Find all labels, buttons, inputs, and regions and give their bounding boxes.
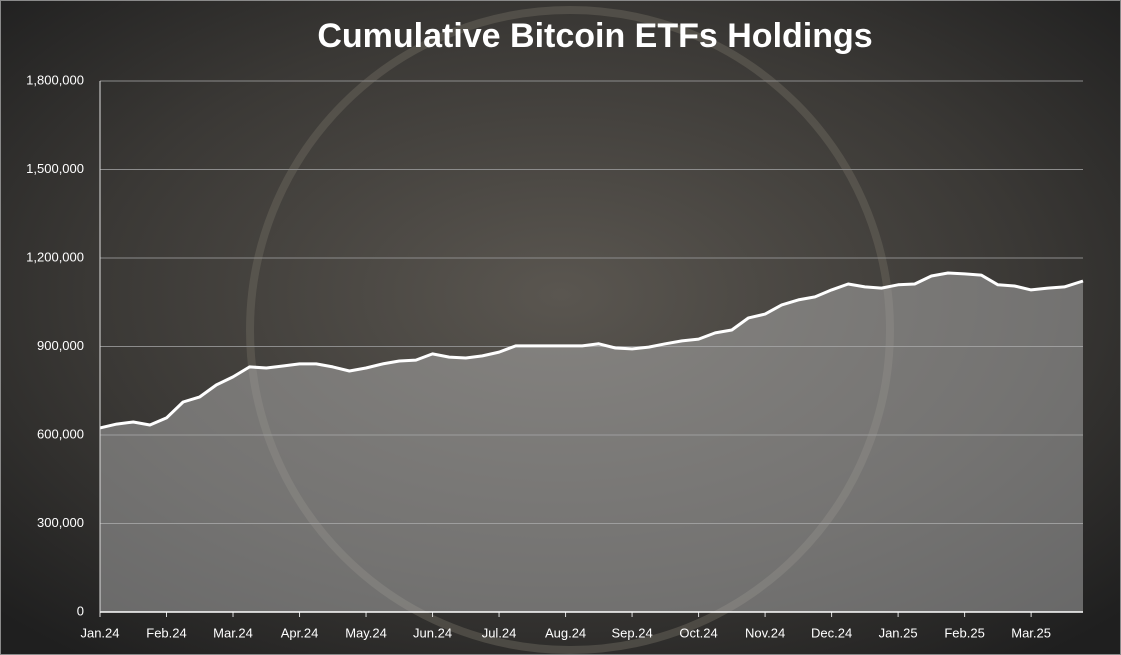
x-tick-label: Jul.24 [482, 625, 517, 640]
x-tick-label: Dec.24 [811, 625, 852, 640]
x-tick-label: Apr.24 [281, 625, 319, 640]
x-tick-label: Mar.25 [1011, 625, 1051, 640]
x-tick-label: Feb.25 [944, 625, 984, 640]
x-tick-label: May.24 [345, 625, 387, 640]
y-tick-label: 600,000 [37, 426, 84, 441]
x-tick-label: Mar.24 [213, 625, 253, 640]
line [99, 271, 1084, 430]
x-tick-label: Feb.24 [146, 625, 186, 640]
x-tick-label: Jan.25 [879, 625, 918, 640]
x-tick-label: Nov.24 [745, 625, 785, 640]
y-tick-label: 0 [77, 603, 84, 618]
chart-title: Cumulative Bitcoin ETFs Holdings [317, 17, 872, 55]
x-tick-label: Sep.24 [611, 625, 652, 640]
y-tick-label: 1,800,000 [26, 72, 84, 87]
x-tick-label: Aug.24 [545, 625, 586, 640]
x-tick-label: Jan.24 [80, 625, 119, 640]
y-tick-label: 1,500,000 [26, 161, 84, 176]
y-tick-label: 1,200,000 [26, 249, 84, 264]
x-tick-label: Oct.24 [679, 625, 717, 640]
area [100, 273, 1083, 612]
y-tick-label: 300,000 [37, 515, 84, 530]
y-tick-label: 900,000 [37, 338, 84, 353]
x-tick-label: Jun.24 [413, 625, 452, 640]
